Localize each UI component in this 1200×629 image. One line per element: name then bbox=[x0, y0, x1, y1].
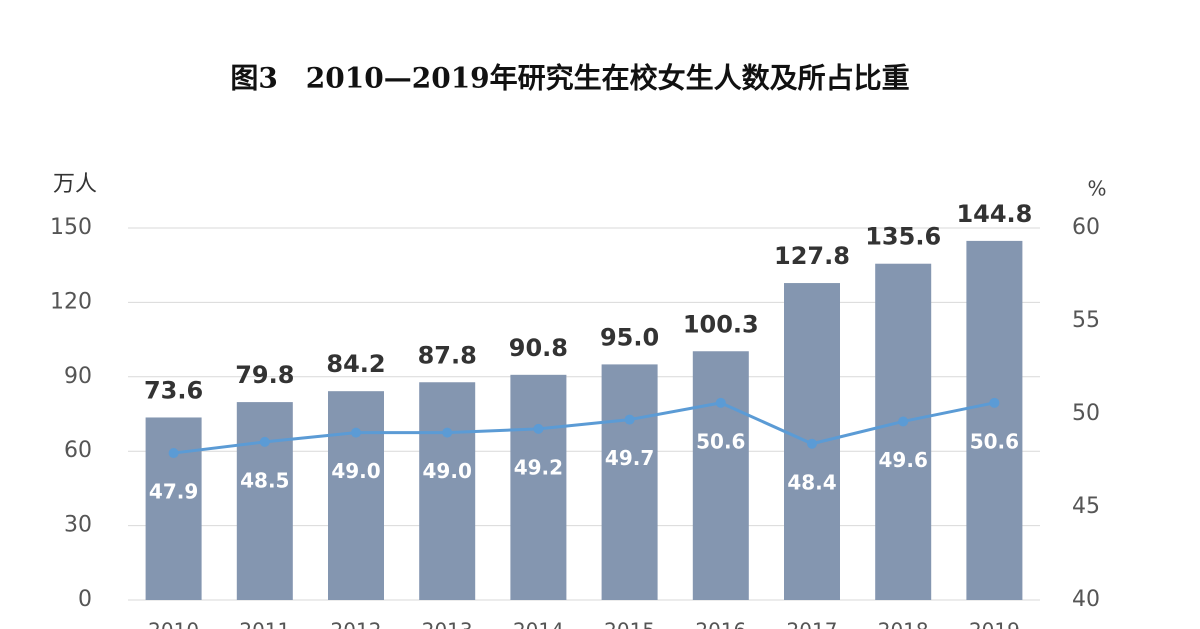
line-value-label: 50.6 bbox=[696, 429, 745, 453]
bar bbox=[236, 402, 293, 600]
bar bbox=[875, 263, 932, 600]
line-value-label: 49.7 bbox=[605, 446, 654, 470]
bar bbox=[601, 364, 658, 600]
x-tick-label: 2010 bbox=[148, 619, 199, 629]
line-point bbox=[715, 397, 726, 408]
line-value-label: 47.9 bbox=[149, 480, 198, 504]
line-value-label: 49.6 bbox=[879, 448, 928, 472]
x-tick-label: 2011 bbox=[239, 619, 290, 629]
y-tick-label: 30 bbox=[64, 513, 92, 538]
line-point bbox=[533, 423, 544, 434]
bar-value-label: 90.8 bbox=[509, 334, 568, 362]
y2-tick-label: 55 bbox=[1072, 308, 1100, 333]
y-tick-label: 90 bbox=[64, 364, 92, 389]
line-value-label: 48.4 bbox=[787, 470, 836, 494]
line-point bbox=[442, 427, 453, 438]
x-tick-label: 2013 bbox=[422, 619, 473, 629]
bar-value-label: 135.6 bbox=[865, 223, 941, 251]
y-tick-label: 150 bbox=[50, 215, 92, 240]
y-tick-label: 0 bbox=[78, 587, 92, 612]
y2-tick-label: 40 bbox=[1072, 587, 1100, 612]
x-tick-label: 2016 bbox=[695, 619, 746, 629]
bar-value-label: 73.6 bbox=[144, 376, 203, 404]
line bbox=[173, 401, 995, 455]
bar-value-label: 144.8 bbox=[956, 200, 1032, 228]
bar bbox=[692, 351, 749, 600]
y-tick-label: 120 bbox=[50, 289, 92, 314]
bar bbox=[419, 382, 476, 600]
line-point bbox=[168, 448, 179, 459]
line-value-label: 50.6 bbox=[970, 429, 1019, 453]
y2-axis-label: % bbox=[1087, 177, 1106, 201]
x-tick-label: 2018 bbox=[878, 619, 929, 629]
y2-tick-label: 60 bbox=[1072, 215, 1100, 240]
y-tick-label: 60 bbox=[64, 438, 92, 463]
line-point bbox=[989, 397, 1000, 408]
line-point bbox=[351, 427, 361, 438]
bar-value-label: 84.2 bbox=[326, 350, 385, 378]
x-tick-label: 2012 bbox=[331, 619, 382, 629]
line-value-label: 49.2 bbox=[514, 455, 563, 479]
bar bbox=[145, 417, 202, 600]
bar-value-label: 87.8 bbox=[418, 341, 477, 369]
line-value-label: 48.5 bbox=[240, 468, 289, 492]
bar-value-label: 79.8 bbox=[235, 361, 294, 389]
x-tick-label: 2019 bbox=[969, 619, 1020, 629]
y-axis-label: 万人 bbox=[53, 172, 97, 197]
bar bbox=[510, 374, 567, 600]
bar-value-label: 100.3 bbox=[683, 310, 759, 338]
line-point bbox=[259, 436, 270, 447]
bar bbox=[328, 391, 384, 600]
line-value-label: 49.0 bbox=[331, 459, 380, 483]
bar bbox=[966, 240, 1023, 600]
bar-value-label: 127.8 bbox=[774, 242, 850, 270]
y2-tick-label: 45 bbox=[1072, 494, 1100, 519]
line-point bbox=[807, 438, 817, 449]
chart-title: 图3 2010—2019年研究生在校女生人数及所占比重 bbox=[230, 62, 909, 95]
bar-value-label: 95.0 bbox=[600, 323, 659, 351]
line-value-label: 49.0 bbox=[423, 459, 472, 483]
y2-tick-label: 50 bbox=[1072, 401, 1100, 426]
x-tick-label: 2017 bbox=[787, 619, 838, 629]
line-point bbox=[624, 414, 635, 425]
x-tick-label: 2014 bbox=[513, 619, 564, 629]
line-point bbox=[898, 416, 909, 427]
